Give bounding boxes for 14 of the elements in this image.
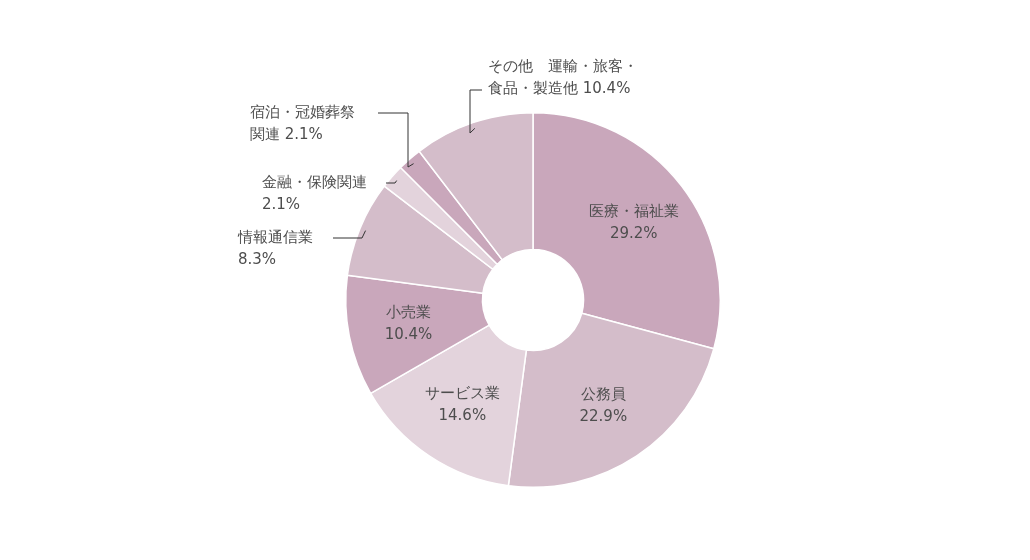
slice-label: サービス業 xyxy=(424,384,500,403)
slice-label: 小売業 xyxy=(386,303,431,322)
slice-label: 宿泊・冠婚葬祭関連 2.1% xyxy=(250,102,355,143)
slice-label: 情報通信業 xyxy=(237,227,313,246)
slice-label: 医療・福祉業 xyxy=(588,201,679,220)
slice-label: 金融・保険関連 xyxy=(262,172,367,191)
data-label: 8.3% xyxy=(238,249,277,268)
slice-label: その他 運輸・旅客・食品・製造他 10.4% xyxy=(488,56,638,97)
slice-label: 公務員 xyxy=(580,384,626,403)
data-label: 22.9% xyxy=(579,406,628,425)
data-label: 2.1% xyxy=(262,194,301,213)
data-label: 10.4% xyxy=(384,325,433,344)
data-label: 29.2% xyxy=(609,223,658,242)
data-label: 14.6% xyxy=(438,406,487,425)
